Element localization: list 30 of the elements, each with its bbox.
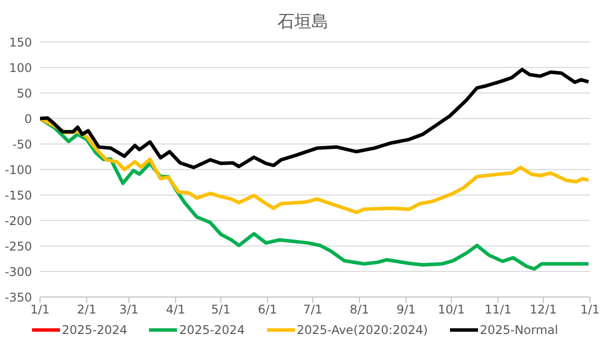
x-tick-label: 1/1 [30,302,50,317]
chart-title: 石垣島 [276,11,330,34]
x-tick-label: 4/1 [166,302,186,317]
y-tick-label: -50 [12,137,32,152]
x-tick-label: 10/1 [438,302,465,317]
y-tick-label: 150 [9,35,32,50]
legend-label: 2025-Normal [480,323,558,337]
legend-label: 2025-2024 [179,323,245,337]
y-tick-label: 0 [24,112,32,126]
x-tick-label: 1/1 [580,302,600,317]
y-tick-label: -300 [4,264,32,279]
x-tick-label: 9/1 [396,302,416,317]
x-tick-label: 12/1 [530,302,557,317]
x-tick-label: 8/1 [350,302,370,317]
y-tick-label: 50 [16,86,32,100]
y-tick-label: -350 [4,290,32,304]
y-tick-label: -100 [4,162,32,177]
y-tick-label: -150 [4,188,32,202]
x-tick-label: 11/1 [484,302,512,317]
y-tick-label: 100 [9,60,32,75]
line-series [40,68,590,170]
x-tick-label: 3/1 [119,302,139,317]
x-tick-label: 5/1 [211,302,230,317]
y-tick-label: -250 [4,239,32,254]
y-tick-label: -200 [4,214,32,228]
x-tick-label: 6/1 [258,302,278,317]
x-tick-label: 7/1 [303,302,322,317]
legend-label: 2025-Ave(2020:2024) [296,323,428,337]
legend-label: 2025-2024 [62,323,128,337]
x-tick-label: 2/1 [77,302,96,317]
